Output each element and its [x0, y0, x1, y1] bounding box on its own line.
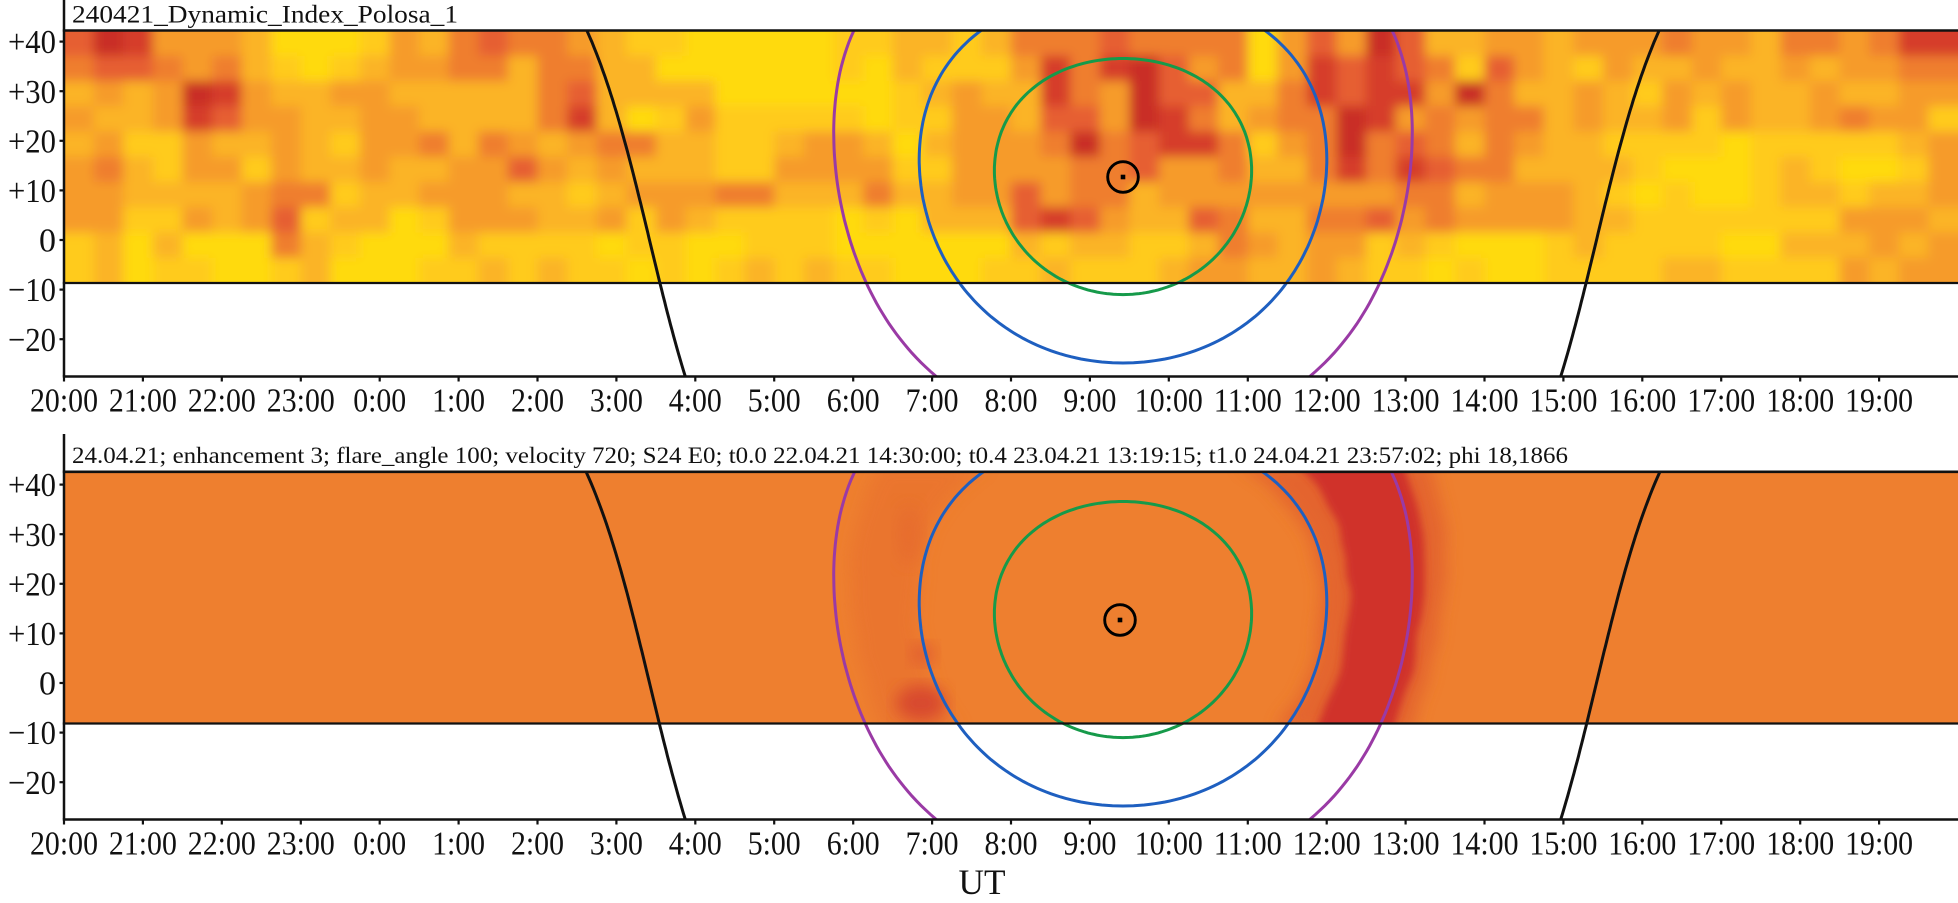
svg-text:7:00: 7:00	[906, 383, 959, 420]
svg-text:6:00: 6:00	[827, 383, 880, 420]
svg-text:21:00: 21:00	[109, 383, 177, 420]
svg-text:12:00: 12:00	[1293, 826, 1361, 863]
svg-text:20:00: 20:00	[30, 826, 98, 863]
svg-text:16:00: 16:00	[1608, 383, 1676, 420]
svg-text:6:00: 6:00	[827, 826, 880, 863]
svg-text:15:00: 15:00	[1529, 826, 1597, 863]
svg-text:−10: −10	[8, 272, 56, 309]
svg-text:9:00: 9:00	[1063, 383, 1116, 420]
svg-text:18:00: 18:00	[1766, 826, 1834, 863]
svg-text:21:00: 21:00	[109, 826, 177, 863]
svg-text:+20: +20	[8, 566, 56, 603]
svg-text:0: 0	[39, 666, 56, 703]
svg-text:3:00: 3:00	[590, 826, 643, 863]
svg-text:8:00: 8:00	[985, 383, 1038, 420]
svg-text:22:00: 22:00	[188, 826, 256, 863]
svg-text:4:00: 4:00	[669, 826, 722, 863]
svg-text:+40: +40	[8, 467, 56, 504]
svg-text:3:00: 3:00	[590, 383, 643, 420]
svg-text:20:00: 20:00	[30, 383, 98, 420]
svg-text:14:00: 14:00	[1451, 383, 1519, 420]
svg-text:2:00: 2:00	[511, 826, 564, 863]
svg-text:12:00: 12:00	[1293, 383, 1361, 420]
svg-text:7:00: 7:00	[906, 826, 959, 863]
svg-text:0:00: 0:00	[353, 826, 406, 863]
svg-text:+10: +10	[8, 616, 56, 653]
svg-text:240421_Dynamic_Index_Polosa_1: 240421_Dynamic_Index_Polosa_1	[72, 2, 458, 29]
svg-text:UT: UT	[959, 862, 1006, 902]
svg-text:+40: +40	[8, 24, 56, 61]
svg-text:0: 0	[39, 223, 56, 260]
svg-text:19:00: 19:00	[1845, 826, 1913, 863]
svg-text:−20: −20	[8, 322, 56, 359]
svg-text:24.04.21; enhancement 3; flare: 24.04.21; enhancement 3; flare_angle 100…	[72, 443, 1568, 469]
svg-text:23:00: 23:00	[267, 826, 335, 863]
svg-text:17:00: 17:00	[1687, 826, 1755, 863]
svg-text:14:00: 14:00	[1451, 826, 1519, 863]
svg-text:+20: +20	[8, 123, 56, 160]
svg-text:+30: +30	[8, 517, 56, 554]
svg-text:13:00: 13:00	[1372, 826, 1440, 863]
svg-text:19:00: 19:00	[1845, 383, 1913, 420]
svg-text:18:00: 18:00	[1766, 383, 1834, 420]
svg-text:16:00: 16:00	[1608, 826, 1676, 863]
svg-text:15:00: 15:00	[1529, 383, 1597, 420]
svg-text:17:00: 17:00	[1687, 383, 1755, 420]
svg-text:23:00: 23:00	[267, 383, 335, 420]
svg-text:5:00: 5:00	[748, 383, 801, 420]
svg-text:4:00: 4:00	[669, 383, 722, 420]
svg-text:5:00: 5:00	[748, 826, 801, 863]
svg-text:−10: −10	[8, 715, 56, 752]
svg-text:0:00: 0:00	[353, 383, 406, 420]
svg-text:1:00: 1:00	[432, 826, 485, 863]
svg-text:11:00: 11:00	[1214, 826, 1282, 863]
svg-text:8:00: 8:00	[985, 826, 1038, 863]
svg-text:9:00: 9:00	[1063, 826, 1116, 863]
svg-text:2:00: 2:00	[511, 383, 564, 420]
svg-text:+30: +30	[8, 74, 56, 111]
svg-text:10:00: 10:00	[1135, 826, 1203, 863]
svg-text:22:00: 22:00	[188, 383, 256, 420]
svg-text:13:00: 13:00	[1372, 383, 1440, 420]
svg-text:10:00: 10:00	[1135, 383, 1203, 420]
svg-text:+10: +10	[8, 173, 56, 210]
svg-text:1:00: 1:00	[432, 383, 485, 420]
svg-text:11:00: 11:00	[1214, 383, 1282, 420]
svg-text:−20: −20	[8, 765, 56, 802]
